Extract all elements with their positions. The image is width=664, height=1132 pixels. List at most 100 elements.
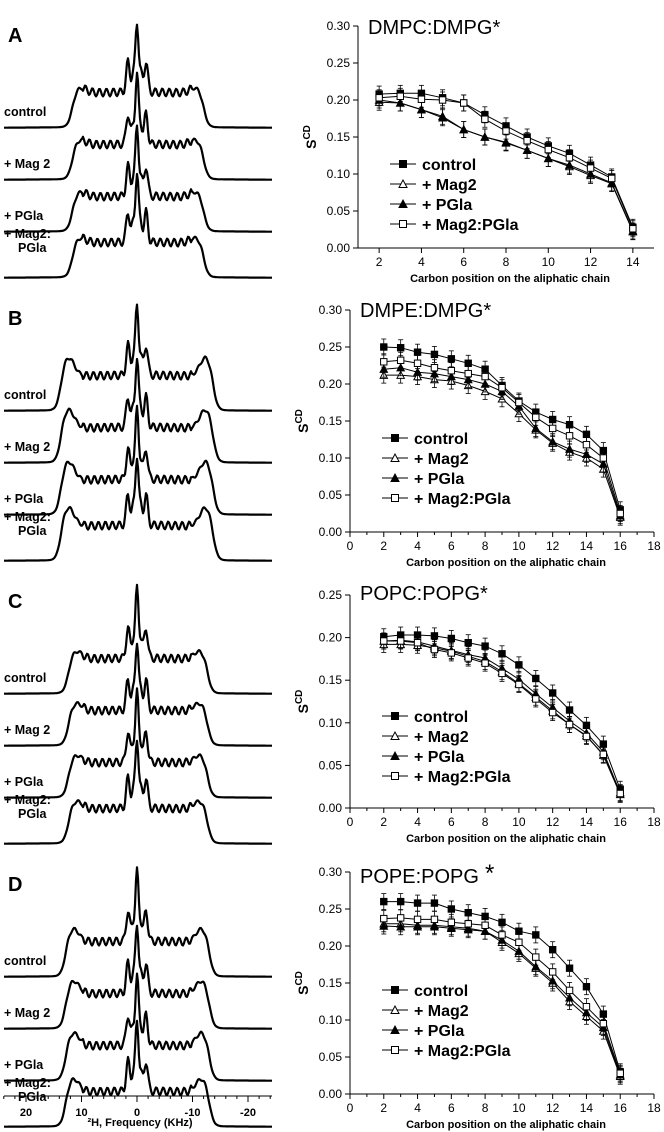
x-tick-label: 12 (546, 815, 560, 829)
x-tick-label: 12 (546, 1101, 560, 1115)
legend-label: + Mag2 (414, 729, 469, 746)
data-point (548, 424, 557, 433)
data-point (565, 986, 574, 995)
x-tick-label: 12 (546, 539, 560, 553)
legend: control + Mag2 + PGla + Mag2:PGla (382, 709, 511, 786)
x-tick-label: 10 (542, 255, 556, 269)
data-point (430, 899, 439, 907)
spectrum-label: control (4, 954, 46, 968)
data-point (586, 164, 595, 172)
spectrum-label-line: + Mag2: (4, 1076, 51, 1090)
data-point (391, 986, 399, 994)
data-point (481, 642, 489, 650)
spectrum-label: + PGla (4, 775, 44, 789)
y-tick-label: 0.30 (327, 19, 351, 33)
x-tick-label: 2 (376, 255, 383, 269)
chart-4: 0.00 0.05 0.10 0.15 0.20 0.25 0.30 0 2 4 6 8 10 12 14 1… (294, 860, 661, 1131)
spectrum-label: + Mag2: PGla (4, 510, 51, 538)
series-4 (375, 87, 637, 238)
data-point (515, 680, 523, 689)
y-axis-title-superscript: CD (294, 690, 305, 704)
data-point (447, 634, 456, 643)
y-tick-label: 0.25 (327, 56, 351, 70)
y-axis-title: SCD (302, 125, 319, 149)
x-tick-label: 18 (647, 539, 661, 553)
data-point (565, 706, 574, 714)
y-tick-label: 0.20 (319, 631, 343, 645)
legend-label: + Mag2 (422, 177, 477, 194)
data-point (391, 712, 399, 720)
data-point (391, 1046, 399, 1054)
y-tick-label: 0.30 (319, 303, 343, 317)
spectrum-label: + PGla (4, 1058, 44, 1072)
nmr-spectrum-trace (3, 357, 273, 464)
data-point (629, 225, 637, 233)
spectrum-label-line: PGla (18, 524, 48, 538)
data-point (498, 931, 506, 939)
x-tick-label: 8 (482, 539, 489, 553)
legend-label: + Mag2 (414, 451, 469, 468)
data-point (460, 99, 468, 107)
spectra-tick-label: 20 (20, 1107, 32, 1119)
series-line (379, 95, 634, 229)
y-tick-label: 0.20 (319, 377, 343, 391)
spectrum-label-line: + Mag2: (4, 793, 51, 807)
data-point (523, 137, 531, 145)
data-point (399, 160, 407, 168)
nmr-spectrum-trace (3, 303, 273, 412)
data-point (380, 637, 388, 645)
legend-label: + PGla (414, 749, 464, 766)
x-tick-label: 14 (580, 815, 594, 829)
spectrum-label: control (4, 671, 46, 685)
data-point (380, 358, 388, 366)
data-point (380, 914, 388, 923)
x-tick-label: 8 (503, 255, 510, 269)
spectrum-label: + Mag 2 (4, 723, 50, 737)
spectrum-label: + Mag2: PGla (4, 227, 51, 255)
data-point (391, 494, 399, 502)
x-tick-label: 14 (580, 1101, 594, 1115)
data-point (582, 983, 591, 991)
data-point (515, 661, 523, 669)
x-tick-label: 14 (580, 539, 594, 553)
y-axis-title-superscript: CD (294, 409, 305, 423)
spectra-tick-label: -20 (240, 1107, 256, 1119)
x-tick-label: 14 (626, 255, 640, 269)
legend-label: + Mag2:PGla (414, 491, 511, 508)
nmr-spectrum-trace (3, 172, 273, 279)
y-tick-label: 0.05 (319, 758, 343, 772)
data-point (532, 674, 540, 683)
panel-letter-a: A (8, 25, 22, 47)
data-point (548, 436, 558, 446)
spectrum-label: + Mag 2 (4, 1006, 50, 1020)
x-axis-title: Carbon position on the aliphatic chain (406, 833, 606, 845)
x-tick-label: 6 (448, 1101, 455, 1115)
spectrum-label: + Mag 2 (4, 440, 50, 454)
legend-label: + PGla (414, 471, 464, 488)
spectrum-label: + Mag2: PGla (4, 1076, 51, 1104)
nmr-spectrum-trace (3, 924, 273, 1030)
nmr-spectrum-trace (3, 457, 273, 562)
data-point (380, 343, 388, 351)
x-tick-label: 16 (614, 815, 628, 829)
data-point (447, 355, 456, 363)
x-tick-label: 10 (512, 815, 526, 829)
data-point (548, 689, 557, 697)
spectrum-label-line: control (4, 671, 46, 685)
spectra-tick-label: 10 (75, 1107, 87, 1119)
data-point (413, 899, 422, 907)
data-point (390, 472, 400, 482)
data-point (548, 946, 557, 954)
data-point (565, 421, 574, 429)
chart-title: POPE:POPG * (360, 860, 494, 888)
legend-label: + Mag2:PGla (414, 769, 511, 786)
y-tick-label: 0.15 (327, 130, 351, 144)
series-4 (380, 632, 624, 802)
chart-1: 0.00 0.05 0.10 0.15 0.20 0.25 0.30 2 4 6 8 10 12 14 Ca… (302, 17, 654, 285)
data-point (498, 384, 506, 392)
data-point (515, 398, 523, 407)
chart-title: DMPC:DMPG* (368, 17, 500, 39)
data-point (396, 356, 405, 365)
